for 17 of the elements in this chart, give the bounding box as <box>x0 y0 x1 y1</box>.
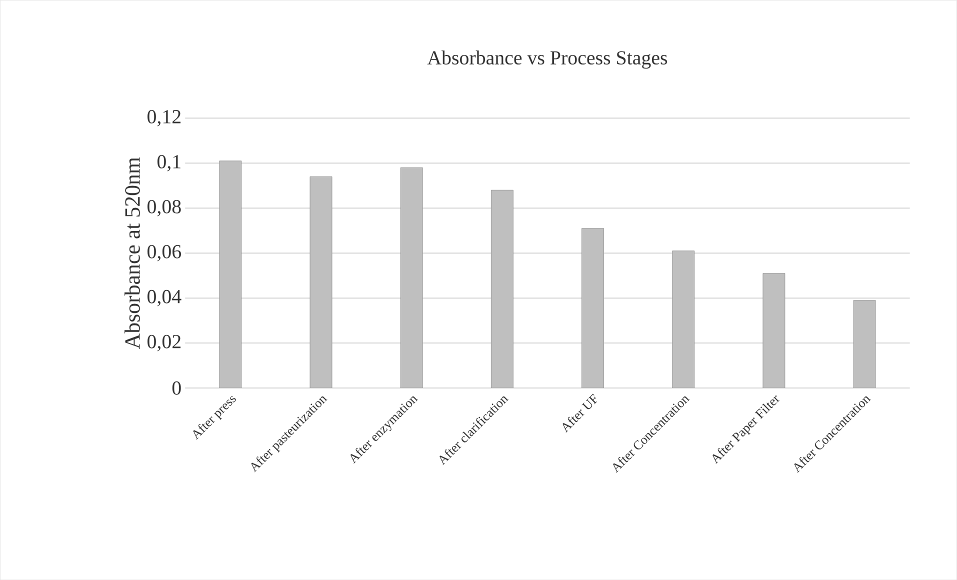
y-tick-label: 0,08 <box>148 200 181 216</box>
bar <box>490 190 514 388</box>
bar <box>219 160 242 388</box>
bar <box>310 176 332 388</box>
bar <box>400 167 423 388</box>
chart-title: Absorbance vs Process Stages <box>427 50 668 69</box>
y-tick-label: 0,06 <box>148 244 182 262</box>
y-tick-label: 0 <box>172 381 181 395</box>
bar <box>672 250 695 388</box>
y-tick-label: 0,02 <box>148 334 181 352</box>
y-axis-title: Absorbance at 520nm <box>124 157 140 349</box>
bar <box>853 300 876 388</box>
bar <box>582 228 604 388</box>
y-tick-label: 0,04 <box>148 290 182 306</box>
y-tick-label: 0,12 <box>148 110 181 126</box>
y-tick-label: 0,1 <box>157 154 180 172</box>
bar <box>762 273 786 388</box>
